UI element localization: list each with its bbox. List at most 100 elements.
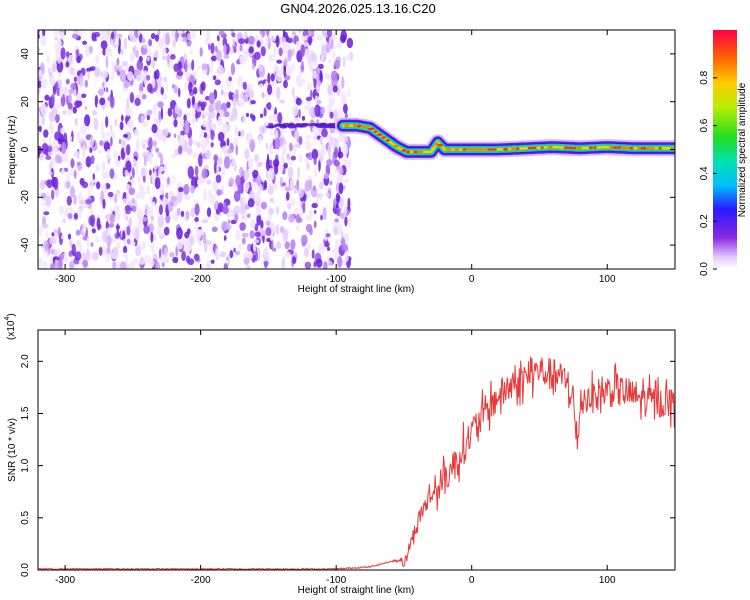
heatmap-cell: [50, 189, 55, 200]
heatmap-cell: [49, 66, 53, 79]
heatmap-cell: [40, 35, 47, 47]
heatmap-cell: [135, 245, 142, 257]
heatmap-cell: [237, 75, 244, 88]
heatmap-cell: [200, 137, 208, 151]
heatmap-cell: [311, 249, 315, 259]
heatmap-cell: [52, 139, 58, 153]
heatmap-cell: [260, 220, 264, 230]
heatmap-cell: [228, 177, 235, 185]
heatmap-cell: [290, 239, 296, 250]
heatmap-cell: [87, 145, 90, 151]
colorbar-tick-label: 0.2: [699, 214, 710, 228]
heatmap-cell: [223, 235, 227, 241]
heatmap-cell: [51, 125, 55, 134]
heatmap-cell: [259, 125, 263, 135]
heatmap-cell: [57, 258, 63, 269]
heatmap-cell: [108, 130, 116, 140]
heatmap-cell: [142, 175, 146, 183]
heatmap-cell: [246, 265, 251, 269]
heatmap-cell: [102, 48, 107, 56]
heatmap-ridge: [334, 117, 675, 160]
heatmap-cell: [122, 238, 126, 245]
heatmap-cell: [48, 171, 53, 176]
heatmap-cell: [60, 127, 65, 135]
heatmap-cell: [342, 143, 349, 157]
heatmap-cell: [267, 167, 275, 181]
heatmap-cell: [134, 45, 137, 55]
heatmap-cell: [322, 207, 327, 220]
spectrogram-y-ticks: -40 -20 0 20 40: [20, 48, 675, 252]
heatmap-cell: [105, 116, 109, 128]
heatmap-cell: [306, 82, 313, 91]
heatmap-cell: [146, 56, 151, 62]
heatmap-cell: [67, 212, 73, 220]
heatmap-cell: [258, 83, 264, 88]
heatmap-cell: [119, 69, 127, 83]
heatmap-cell: [87, 70, 90, 80]
heatmap-cell: [274, 137, 281, 150]
heatmap-cell: [128, 187, 136, 196]
ridge-peak: [648, 147, 656, 150]
heatmap-cell: [239, 204, 246, 215]
heatmap-cell: [283, 65, 287, 78]
heatmap-cell: [260, 201, 267, 210]
heatmap-cell: [318, 63, 324, 70]
heatmap-cell: [135, 194, 140, 200]
heatmap-cell: [88, 177, 95, 191]
heatmap-cell: [223, 202, 227, 207]
heatmap-cell: [238, 38, 246, 45]
heatmap-cell: [308, 30, 315, 36]
heatmap-cell: [85, 156, 92, 168]
heatmap-cell: [215, 248, 219, 258]
heatmap-cell: [192, 140, 199, 146]
heatmap-cell: [334, 218, 340, 223]
heatmap-cell: [227, 208, 234, 217]
heatmap-cell: [59, 253, 65, 261]
y-tick-label: 0: [20, 146, 31, 152]
heatmap-cell: [40, 103, 47, 117]
heatmap-cell: [226, 101, 231, 109]
heatmap-cell: [84, 106, 88, 111]
heatmap-cell: [110, 136, 113, 147]
ridge-peak: [483, 148, 487, 151]
heatmap-cell: [117, 64, 123, 72]
ridge-peak: [401, 149, 407, 152]
heatmap-cell: [282, 211, 288, 221]
heatmap-cell: [136, 162, 139, 176]
heatmap-cell: [212, 75, 217, 81]
ridge-peak: [612, 146, 619, 149]
heatmap-cell: [126, 225, 131, 236]
heatmap-cell: [273, 47, 277, 56]
heatmap-cell: [77, 191, 84, 205]
svg-text:(x104): (x104): [4, 313, 17, 340]
heatmap-cell: [226, 138, 230, 147]
heatmap-cell: [333, 226, 339, 236]
heatmap-cell: [320, 122, 328, 126]
heatmap-cell: [55, 104, 61, 109]
heatmap-cell: [275, 206, 280, 215]
heatmap-cell: [62, 218, 66, 224]
heatmap-cell: [269, 197, 275, 203]
colorbar-tick-label: 0.6: [699, 118, 710, 132]
heatmap-cell: [135, 94, 140, 99]
heatmap-cell: [50, 94, 55, 105]
heatmap-cell: [146, 184, 151, 196]
heatmap-cell: [340, 237, 346, 251]
heatmap-cell: [74, 118, 78, 127]
ridge-peak: [516, 147, 520, 150]
heatmap-cell: [333, 59, 341, 70]
snr-frame: [37, 329, 676, 571]
y-tick-label: 1.0: [20, 458, 31, 472]
heatmap-cell: [326, 159, 333, 166]
heatmap-cell: [178, 186, 184, 193]
heatmap-cell: [153, 57, 157, 61]
heatmap-cell: [347, 87, 351, 98]
heatmap-cell: [254, 51, 261, 60]
ridge-peak: [575, 146, 582, 150]
heatmap-cell: [191, 95, 196, 106]
heatmap-cell: [133, 128, 140, 137]
heatmap-cell: [246, 112, 249, 118]
heatmap-cell: [217, 202, 224, 213]
heatmap-cell: [243, 170, 250, 181]
